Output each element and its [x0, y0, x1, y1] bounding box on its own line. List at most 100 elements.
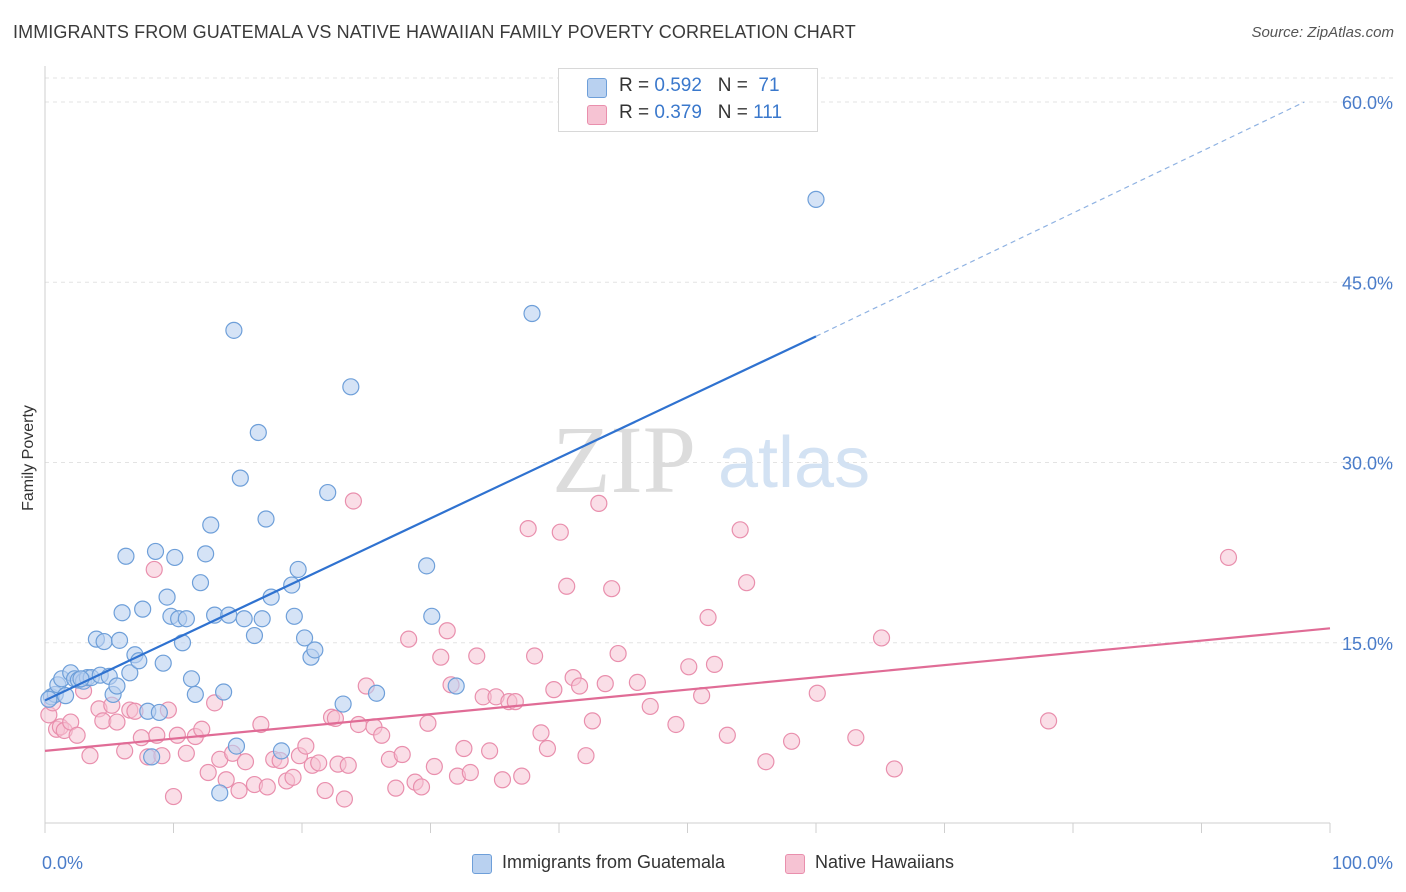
- guatemala-point: [166, 548, 184, 567]
- legend-r-label: R =: [619, 75, 655, 96]
- y-tick-label: 45.0%: [1342, 273, 1393, 293]
- hawaiian-point: [705, 655, 724, 673]
- hawaiian-point: [177, 744, 195, 762]
- hawaiian-point: [373, 726, 391, 744]
- guatemala-point: [523, 304, 541, 323]
- legend-r-label: R =: [619, 102, 655, 123]
- guatemala-point: [295, 629, 314, 647]
- hawaiian-point: [297, 737, 315, 755]
- hawaiian-point: [641, 697, 659, 716]
- hawaiian-point: [116, 742, 134, 760]
- hawaiian-point: [699, 608, 717, 627]
- bottom-legend-swatch-pink: [785, 854, 805, 874]
- hawaiian-point: [738, 574, 756, 592]
- hawaiian-point: [258, 778, 276, 796]
- hawaiian-point: [393, 745, 411, 764]
- guatemala-point: [253, 610, 271, 628]
- guatemala-point: [334, 695, 352, 713]
- x-tick-label: 100.0%: [1332, 853, 1393, 873]
- guatemala-point: [177, 610, 195, 628]
- legend-swatch-pink: [587, 105, 607, 125]
- guatemala-point: [285, 607, 303, 625]
- guatemala-point: [110, 631, 129, 649]
- hawaiian-point: [808, 684, 826, 702]
- hawaiian-point: [252, 715, 270, 734]
- legend-text-guatemala: R = 0.592 N = 71: [619, 75, 780, 97]
- native-hawaiians-points: [40, 492, 1238, 808]
- guatemala-point: [272, 742, 291, 760]
- legend-n-value: 111: [753, 102, 783, 123]
- bottom-legend-label-guatemala: Immigrants from Guatemala: [502, 852, 726, 872]
- legend-r-value: 0.592: [654, 75, 702, 96]
- hawaiian-point: [513, 767, 531, 785]
- legend-text-hawaiian: R = 0.379 N = 111: [619, 102, 782, 124]
- guatemala-point: [423, 607, 441, 625]
- bottom-legend-swatch-blue: [472, 854, 492, 874]
- y-tick-label: 15.0%: [1342, 634, 1393, 654]
- guatemala-point: [143, 748, 161, 766]
- hawaiian-point: [81, 747, 99, 765]
- guatemala-point: [245, 626, 264, 645]
- hawaiian-point: [545, 681, 563, 699]
- hawaiian-point: [432, 648, 450, 666]
- guatemala-point: [257, 510, 275, 528]
- hawaiian-point: [193, 720, 211, 738]
- guatemala-point: [215, 683, 233, 701]
- guatemala-point: [202, 516, 220, 534]
- y-tick-label: 30.0%: [1342, 454, 1393, 474]
- guatemala-point: [150, 703, 168, 722]
- guatemala-point: [319, 483, 337, 502]
- hawaiian-point: [667, 715, 685, 734]
- hawaiian-point: [757, 753, 775, 771]
- legend-swatch-blue: [587, 78, 607, 98]
- hawaiian-point: [230, 781, 248, 800]
- guatemala-point: [134, 600, 152, 618]
- chart-title: IMMIGRANTS FROM GUATEMALA VS NATIVE HAWA…: [13, 22, 856, 42]
- hawaiian-point: [1219, 548, 1238, 567]
- hawaiian-point: [558, 577, 576, 595]
- hawaiian-point: [481, 742, 499, 760]
- guatemala-trend-extension: [815, 101, 1305, 337]
- hawaiian-point: [731, 521, 749, 539]
- hawaiian-point: [461, 763, 479, 782]
- hawaiian-point: [438, 622, 456, 640]
- hawaiian-point: [525, 647, 544, 665]
- guatemala-point: [231, 469, 249, 487]
- x-tick-label: 0.0%: [42, 853, 83, 873]
- hawaiian-point: [493, 771, 512, 789]
- watermark: ZIP atlas: [552, 406, 870, 513]
- hawaiian-point: [108, 713, 126, 731]
- guatemala-point: [197, 545, 215, 563]
- hawaiian-point: [68, 726, 86, 744]
- hawaiian-point: [603, 580, 621, 598]
- hawaiian-point: [339, 756, 357, 774]
- hawaiian-point: [335, 790, 354, 808]
- bottom-legend-label-hawaiian: Native Hawaiians: [815, 852, 955, 872]
- guatemala-point: [113, 604, 131, 622]
- guatemala-point: [225, 321, 243, 339]
- guatemala-point: [235, 610, 253, 628]
- y-tick-label: 60.0%: [1342, 93, 1393, 113]
- hawaiian-point: [284, 768, 302, 786]
- hawaiian-point: [1039, 712, 1058, 730]
- hawaiian-point: [847, 729, 865, 747]
- guatemala-trend-line: [44, 335, 817, 702]
- hawaiian-point: [425, 757, 443, 776]
- legend-n-value: 71: [758, 75, 780, 96]
- guatemala-point: [121, 664, 139, 682]
- hawaiian-point: [885, 760, 903, 778]
- source-label: Source: ZipAtlas.com: [1251, 24, 1394, 41]
- hawaiian-point: [164, 787, 183, 806]
- grid-layer: [45, 77, 1395, 644]
- guatemala-point: [95, 632, 113, 651]
- hawaiian-point: [455, 739, 473, 758]
- guatemala-point: [154, 654, 172, 672]
- hawaiian-point: [628, 673, 646, 692]
- hawaiian-point: [538, 739, 557, 758]
- hawaiian-point: [532, 724, 550, 742]
- hawaiian-point: [199, 763, 217, 782]
- hawaiian-point: [310, 754, 328, 772]
- hawaiian-point: [387, 779, 405, 797]
- hawaiian-point: [412, 778, 431, 796]
